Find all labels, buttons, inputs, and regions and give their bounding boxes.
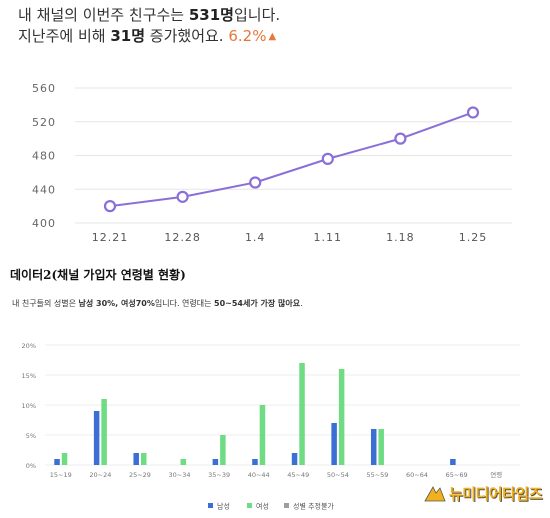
x-tick-label: 1.18 — [386, 231, 415, 244]
x-tick-label: 25~29 — [129, 471, 151, 479]
x-tick-label: 40~44 — [248, 471, 270, 479]
watermark: 뉴미디어타임즈 — [424, 483, 543, 504]
x-tick-label: 15~19 — [50, 471, 72, 479]
data-point — [249, 176, 262, 189]
y-tick-label: 480 — [32, 150, 56, 163]
x-tick-label: 12.21 — [92, 231, 129, 244]
y-tick-label: 400 — [32, 217, 56, 230]
data-point — [103, 200, 117, 213]
headline-suffix: 입니다. — [234, 6, 281, 24]
bar-female — [338, 369, 345, 465]
series-line — [109, 111, 474, 208]
summary-female: 여성70% — [121, 299, 155, 308]
bar-male — [252, 459, 258, 465]
x-tick-label: 12.28 — [164, 231, 201, 244]
bar-female — [259, 405, 266, 465]
x-tick-label: 60~64 — [406, 471, 428, 479]
change-percent: 6.2% — [228, 27, 267, 45]
summary-age: 50~54세가 가장 많아요 — [214, 299, 301, 308]
x-tick-label: 45~49 — [287, 471, 309, 479]
summary-sep: , — [115, 299, 121, 308]
bar-female — [180, 459, 187, 465]
y-tick-label: 10% — [22, 402, 36, 410]
x-tick-label: 연령 — [490, 471, 502, 479]
y-tick-label: 15% — [22, 372, 36, 380]
legend-swatch — [208, 503, 213, 508]
bar-male — [93, 411, 100, 465]
friends-line-chart: 400 440 480 520 560 12.21 12.28 1.4 1.11 1.18 1.25 — [32, 82, 512, 244]
triangle-up-icon: ▲ — [268, 31, 277, 42]
friends-count-headline: 내 채널의 이번주 친구수는 531명입니다. — [18, 4, 280, 25]
logo-arrow-icon — [424, 485, 446, 501]
legend-swatch — [247, 503, 252, 508]
watermark-text: 뉴미디어타임즈 — [448, 485, 543, 503]
legend-label: 남성 — [217, 502, 230, 511]
data-point — [466, 106, 480, 119]
data-point — [394, 132, 407, 145]
bar-male — [370, 429, 377, 465]
x-tick-label: 1.25 — [459, 231, 488, 244]
y-tick-label: 560 — [32, 82, 56, 95]
x-tick-label: 30~34 — [169, 471, 191, 479]
bar-male — [133, 453, 139, 465]
bar-male — [450, 459, 456, 465]
x-tick-label: 65~69 — [446, 471, 468, 479]
legend-swatch — [284, 503, 289, 508]
y-tick-label: 0% — [26, 462, 36, 470]
x-tick-label: 55~59 — [366, 471, 388, 479]
y-tick-label: 20% — [22, 342, 36, 350]
section-title: 데이터2(채널 가입자 연령별 현황) — [10, 268, 186, 282]
bar-female — [220, 435, 226, 465]
data-point — [176, 190, 189, 203]
x-tick-label: 35~39 — [208, 471, 230, 479]
bar-female — [140, 453, 147, 465]
x-tick-label: 20~24 — [89, 471, 111, 479]
bar-female — [61, 453, 68, 465]
bar-male — [54, 459, 60, 465]
x-tick-label: 50~54 — [327, 471, 349, 479]
change-count-value: 31명 — [110, 27, 146, 45]
data-point — [321, 152, 334, 165]
headline-prefix: 내 채널의 이번주 친구수는 — [18, 6, 189, 24]
friends-count-value: 531명 — [188, 6, 234, 24]
change-prefix: 지난주에 비해 — [18, 27, 111, 45]
bar-female — [101, 399, 107, 465]
change-suffix: 증가했어요. — [145, 27, 229, 45]
summary-suffix: . — [300, 299, 303, 308]
y-tick-label: 5% — [26, 432, 36, 440]
legend-label: 여성 — [256, 502, 269, 511]
bar-male — [331, 423, 337, 465]
bar-female — [378, 429, 384, 465]
summary-middle: 입니다. 연령대는 — [154, 299, 215, 308]
bar-male — [291, 453, 298, 465]
gender-age-summary: 내 친구들의 성별은 남성 30%, 여성70%입니다. 연령대는 50~54세… — [12, 298, 303, 309]
summary-male: 남성 30% — [78, 299, 116, 308]
x-tick-label: 1.4 — [245, 231, 266, 244]
y-tick-label: 520 — [32, 116, 56, 129]
x-tick-label: 1.11 — [314, 231, 343, 244]
friends-change-line: 지난주에 비해 31명 증가했어요. 6.2% ▲ — [18, 25, 276, 46]
legend-label: 성별 추정불가 — [293, 502, 334, 511]
bar-female — [299, 363, 305, 465]
bar-male — [212, 459, 219, 465]
y-tick-label: 440 — [32, 183, 56, 196]
summary-prefix: 내 친구들의 성별은 — [12, 299, 79, 308]
